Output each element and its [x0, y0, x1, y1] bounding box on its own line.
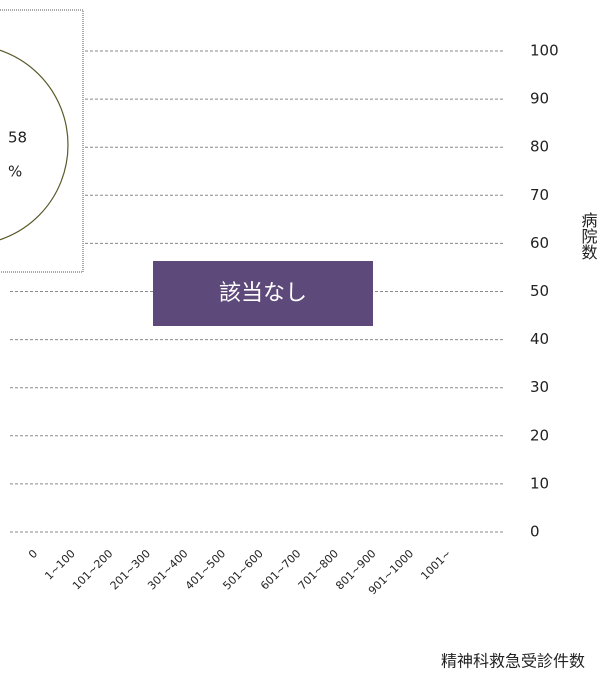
x-tick-label: 1~100 [42, 547, 78, 583]
y-tick-label: 100 [530, 42, 559, 60]
y-tick-label: 0 [530, 523, 540, 541]
y-tick-label: 80 [530, 138, 549, 156]
y-tick-label: 10 [530, 474, 549, 492]
y-tick-label: 70 [530, 186, 549, 204]
y-tick-label: 40 [530, 330, 549, 348]
annotation-box [153, 261, 373, 326]
inset-circle [0, 49, 69, 241]
y-tick-label: 90 [530, 90, 549, 108]
inset-unit: % [8, 163, 22, 181]
annotation: 該当なし [219, 281, 307, 306]
y-tick-label: 20 [530, 426, 549, 444]
y-axis-label: 病院数 [579, 212, 598, 260]
y-tick-label: 60 [530, 234, 549, 252]
x-tick-label: 0 [26, 547, 40, 561]
x-axis-label: 精神科救急受診件数 [441, 652, 585, 671]
y-tick-label: 30 [530, 378, 549, 396]
x-tick-label: 1001~ [418, 547, 454, 583]
inset-value: 58 [8, 129, 27, 147]
y-tick-label: 50 [530, 282, 549, 300]
inset-box [0, 9, 84, 273]
